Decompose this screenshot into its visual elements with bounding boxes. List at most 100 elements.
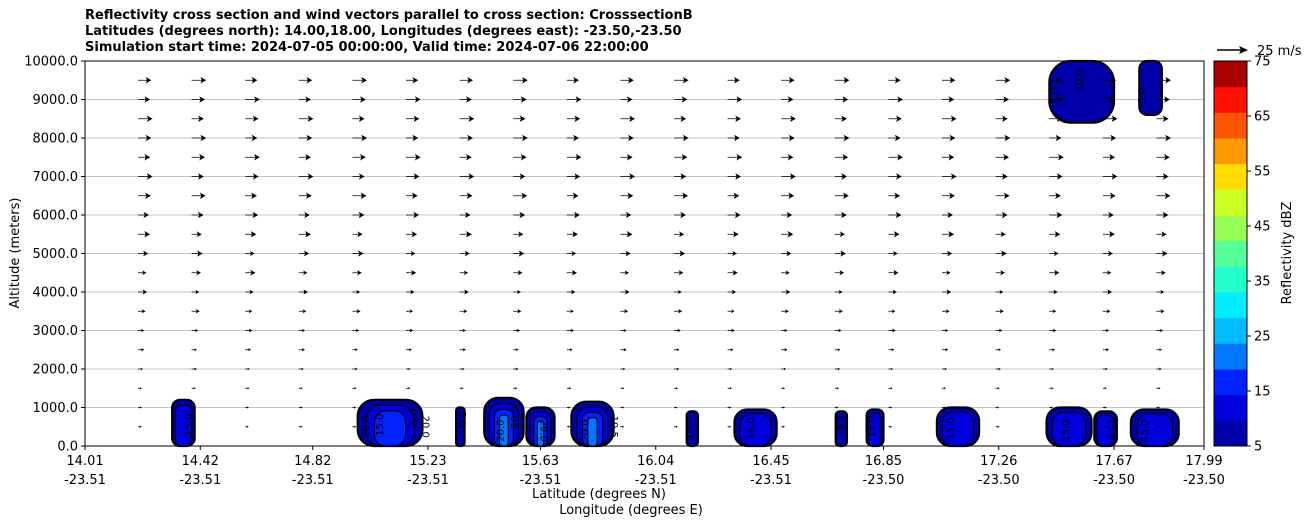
wind-vector-arrow [1156,387,1161,390]
wind-vector-arrow [620,406,625,409]
wind-vector-arrow [1049,154,1064,161]
wind-vector-arrow [191,77,207,84]
wind-vector-arrow [406,309,414,314]
wind-vector-arrow [513,211,526,219]
wind-vector-arrow [406,328,414,333]
wind-vector-arrow [781,134,795,142]
wind-vector-arrow [245,367,250,371]
y-tick-label: 4000.0 [33,286,79,301]
wind-vector-arrow [727,211,741,219]
wind-vector-arrow [1049,406,1053,409]
wind-vector-arrow [674,367,680,371]
wind-vector-arrow [566,115,581,122]
wind-vector-arrow [781,192,795,199]
wind-vector-arrow [406,96,421,103]
x-tick-label-lon: -23.50 [978,473,1020,488]
wind-vector-arrow [727,96,743,103]
wind-vector-arrow [995,96,1009,103]
wind-vector-arrow [513,77,528,84]
colorbar: 5 15 25 35 45 55 65 75 [1213,55,1271,455]
wind-vector-arrow [942,406,946,409]
y-tick-label: 10000.0 [24,55,78,70]
colorbar-tick-label: 25 [1254,330,1271,345]
wind-vector-arrow [888,309,896,314]
wind-vector-arrow [459,115,475,122]
wind-vector-arrow [459,289,469,295]
wind-vector-arrow [781,96,794,103]
wind-vector-arrow [566,211,580,219]
contour-label: 15.0 [867,416,878,438]
wind-vector-arrow [942,328,949,333]
reflectivity-cell [356,398,424,448]
wind-vector-arrow [513,115,526,122]
wind-vector-arrow [995,289,1004,295]
wind-vector-arrow [942,211,953,219]
wind-vector-arrow [138,173,153,180]
x-tick-label-lon: -23.51 [407,473,449,488]
wind-vector-arrow [995,367,1001,371]
wind-vector-arrow [1156,173,1169,180]
wind-vector-arrow [727,406,732,409]
wind-vector-arrow [1049,173,1063,180]
wind-vector-arrow [245,96,260,103]
x-tick-label-lat: 14.01 [66,454,103,469]
wind-vector-arrow [513,406,517,409]
wind-vector-arrow [1156,289,1165,295]
wind-vector-arrow [620,347,627,352]
wind-vector-arrow [352,425,357,428]
wind-vector-arrow [942,250,953,257]
colorbar-segment [1214,266,1247,293]
wind-vector-arrow [245,77,258,84]
wind-vector-arrow [459,77,473,84]
wind-vector-arrow [942,367,947,371]
wind-vector-arrow [834,173,847,180]
wind-vector-arrow [298,192,312,199]
wind-vector-arrow [352,250,364,257]
x-tick-label-lat: 17.67 [1095,454,1132,469]
wind-vector-arrow [352,387,357,390]
wind-vector-arrow [406,134,419,142]
wind-vector-arrow [888,115,902,122]
wind-vector-arrow [1102,173,1118,180]
wind-vector-arrow [674,289,682,295]
wind-vector-arrow [674,425,678,428]
wind-vector-arrow [674,328,681,333]
wind-vector-arrow [1102,328,1110,333]
x-tick-label-lat: 15.23 [409,454,446,469]
wind-vector-arrow [1156,77,1171,84]
wind-vector-arrow [298,115,314,122]
wind-vector-arrow [352,77,367,84]
wind-vector-arrow [834,270,845,276]
wind-vector-arrow [620,425,625,428]
wind-vector-arrow [1102,406,1107,409]
wind-vector-arrow [1049,309,1057,314]
y-axis: 0.0 1000.0 2000.0 3000.0 4000.0 5000.0 6000.0 7… [24,55,85,455]
wind-vector-arrow [942,192,955,199]
wind-vector-arrow [888,211,902,219]
wind-vector-arrow [138,192,151,199]
wind-vector-arrow [942,289,952,295]
wind-vector-arrow [995,231,1006,238]
wind-vector-arrow [674,154,688,161]
wind-vector-arrow [727,348,734,352]
wind-vector-arrow [1049,134,1062,142]
chart-title-line-3: Simulation start time: 2024-07-05 00:00:… [85,40,649,55]
contour-label: 20.0 [537,419,548,441]
wind-vector-arrow [245,406,249,409]
wind-vector-arrow [1156,154,1170,161]
wind-vector-arrow [995,154,1009,161]
reflectivity-cell [483,396,525,448]
wind-vector-arrow [298,289,308,295]
wind-vector-arrow [1156,192,1171,199]
x-tick-label-lon: -23.51 [750,473,792,488]
x-tick-label-lon: -23.50 [863,473,905,488]
reflectivity-cell [525,406,556,448]
wind-vector-arrow [459,347,466,352]
contour-label: 15.0 [184,414,195,436]
colorbar-frame [1213,60,1248,447]
wind-vector-arrow [674,387,679,390]
wind-vector-arrow [298,425,303,428]
contour-label: 15.0 [1140,419,1151,441]
wind-vector-arrow [513,154,527,161]
wind-vector-arrow [727,289,737,295]
